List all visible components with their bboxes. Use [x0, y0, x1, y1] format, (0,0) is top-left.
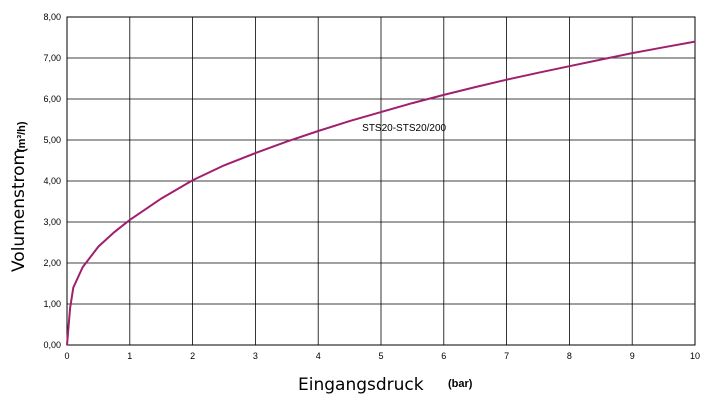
y-tick-label-8: 8,00	[43, 12, 61, 22]
x-tick-labels: 0 1 2 3 4 5 6 7 8 9 10	[64, 351, 700, 361]
y-tick-label-3: 3,00	[43, 217, 61, 227]
y-axis-title: Volumenstrom (m³/h)	[9, 121, 29, 272]
y-tick-labels: 0,00 1,00 2,00 3,00 4,00 5,00 6,00 7,00 8,00	[43, 12, 61, 350]
y-tick-label-6: 6,00	[43, 94, 61, 104]
x-tick-label-0: 0	[64, 351, 69, 361]
plot-frame	[66, 16, 696, 346]
y-tick-label-7: 7,00	[43, 53, 61, 63]
x-tick-label-6: 6	[441, 351, 446, 361]
x-tick-label-9: 9	[630, 351, 635, 361]
y-tick-label-4: 4,00	[43, 176, 61, 186]
x-tick-label-10: 10	[690, 351, 700, 361]
x-tick-label-1: 1	[127, 351, 132, 361]
series-annotation-label: STS20-STS20/200	[362, 123, 446, 134]
y-tick-label-2: 2,00	[43, 258, 61, 268]
y-tick-label-5: 5,00	[43, 135, 61, 145]
x-tick-label-5: 5	[378, 351, 383, 361]
x-tick-label-4: 4	[316, 351, 321, 361]
x-tick-label-8: 8	[567, 351, 572, 361]
x-tick-label-7: 7	[504, 351, 509, 361]
y-tick-label-0: 0,00	[43, 340, 61, 350]
x-axis-unit: (bar)	[448, 378, 473, 390]
y-axis-label: Volumenstrom	[9, 149, 29, 272]
x-tick-label-2: 2	[190, 351, 195, 361]
y-axis-unit: (m³/h)	[16, 121, 28, 152]
series-line-sts20	[66, 40, 696, 346]
grid-lines	[66, 16, 696, 346]
x-axis-label: Eingangsdruck	[298, 375, 424, 394]
x-axis-title: Eingangsdruck (bar)	[298, 375, 473, 394]
x-tick-label-3: 3	[253, 351, 258, 361]
y-tick-label-1: 1,00	[43, 299, 61, 309]
